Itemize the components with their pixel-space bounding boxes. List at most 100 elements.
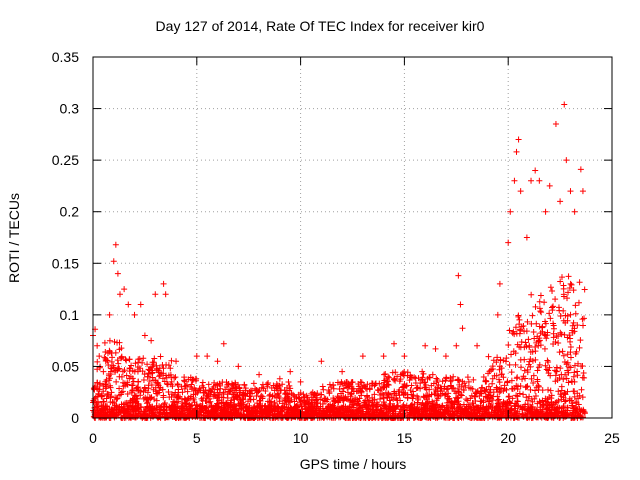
data-point	[253, 409, 260, 416]
data-point	[542, 362, 549, 369]
data-point	[170, 403, 177, 410]
data-point	[334, 393, 341, 400]
data-point	[212, 411, 219, 418]
data-point	[283, 384, 290, 391]
data-point	[368, 380, 375, 387]
data-point	[166, 411, 173, 418]
data-point	[561, 331, 568, 338]
data-point	[206, 399, 213, 406]
data-point	[455, 272, 462, 279]
data-point	[567, 188, 574, 195]
data-point	[312, 392, 319, 399]
data-point	[505, 393, 512, 400]
data-point	[148, 409, 155, 416]
data-point	[318, 358, 325, 365]
data-point	[487, 403, 494, 410]
data-point	[439, 404, 446, 411]
data-point	[541, 299, 548, 306]
data-point	[486, 368, 493, 375]
data-point	[542, 395, 549, 402]
data-point	[384, 381, 391, 388]
data-point	[240, 411, 247, 418]
data-point	[336, 386, 343, 393]
data-point	[207, 398, 214, 405]
data-point	[571, 328, 578, 335]
data-point	[550, 303, 557, 310]
data-point	[571, 369, 578, 376]
data-point	[552, 372, 559, 379]
data-point	[420, 370, 427, 377]
data-point	[274, 413, 281, 420]
data-point	[561, 101, 568, 108]
data-point	[340, 405, 347, 412]
data-point	[470, 376, 477, 383]
data-point	[326, 381, 333, 388]
data-point	[287, 399, 294, 406]
data-point	[124, 391, 131, 398]
data-point	[543, 410, 550, 417]
data-point	[558, 383, 565, 390]
data-point	[330, 382, 337, 389]
data-point	[484, 394, 491, 401]
data-point	[581, 374, 588, 381]
data-point	[556, 307, 563, 314]
data-point	[423, 408, 430, 415]
data-point	[561, 358, 568, 365]
data-point	[507, 208, 514, 215]
data-point	[110, 258, 117, 265]
plot-frame	[92, 56, 613, 419]
data-point	[335, 414, 342, 421]
data-point	[331, 398, 338, 405]
data-point	[558, 396, 565, 403]
data-point	[357, 379, 364, 386]
data-point	[121, 367, 128, 374]
data-point	[489, 380, 496, 387]
data-point	[435, 382, 442, 389]
data-point	[318, 391, 325, 398]
data-point	[565, 364, 572, 371]
data-point	[211, 406, 218, 413]
data-point	[379, 391, 386, 398]
data-point	[290, 391, 297, 398]
data-point	[482, 377, 489, 384]
data-point	[505, 239, 512, 246]
data-point	[570, 319, 577, 326]
data-point	[495, 396, 502, 403]
data-point	[577, 166, 584, 173]
data-point	[434, 402, 441, 409]
data-point	[387, 400, 394, 407]
data-point	[576, 279, 583, 286]
data-point	[364, 394, 371, 401]
data-point	[535, 386, 542, 393]
data-point	[529, 312, 536, 319]
data-point	[524, 401, 531, 408]
data-point	[257, 397, 264, 404]
data-point	[508, 369, 515, 376]
x-tick-labels: 0 5 10 15 20 25	[89, 430, 620, 446]
data-point	[173, 358, 180, 365]
data-point	[422, 342, 429, 349]
data-point	[435, 404, 442, 411]
data-point	[350, 398, 357, 405]
data-point	[496, 376, 503, 383]
data-point	[354, 396, 361, 403]
data-point	[167, 371, 174, 378]
data-point	[282, 411, 289, 418]
data-point	[149, 363, 156, 370]
data-point	[270, 405, 277, 412]
data-point	[113, 406, 120, 413]
data-point	[580, 322, 587, 329]
data-point	[571, 378, 578, 385]
data-point	[525, 361, 532, 368]
data-point	[183, 382, 190, 389]
data-point	[556, 404, 563, 411]
data-point	[259, 410, 266, 417]
data-point	[242, 393, 249, 400]
data-point	[264, 381, 271, 388]
data-point	[366, 410, 373, 417]
data-point	[159, 386, 166, 393]
data-point	[454, 395, 461, 402]
data-point	[129, 405, 136, 412]
data-point	[557, 329, 564, 336]
data-point	[144, 361, 151, 368]
